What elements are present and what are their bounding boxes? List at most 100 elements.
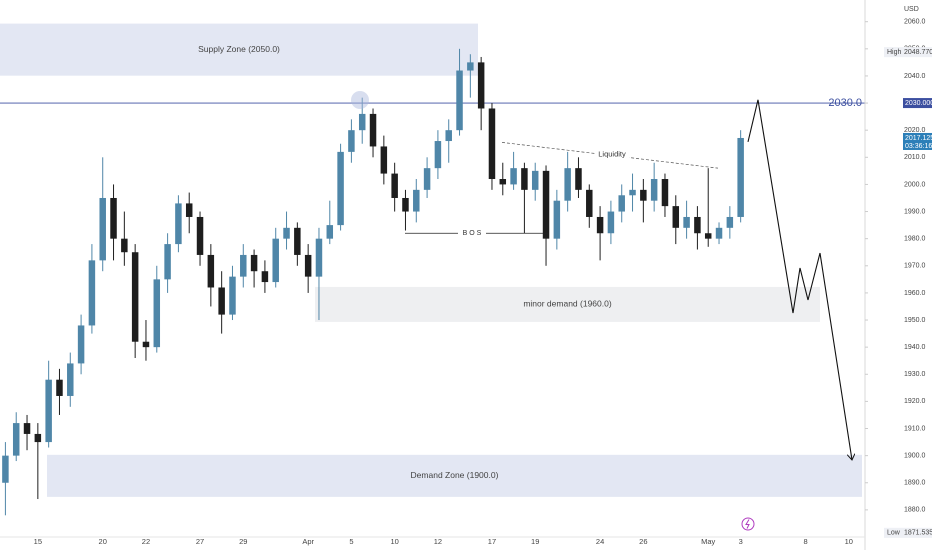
candle-body bbox=[131, 252, 139, 342]
x-tick-label: 29 bbox=[239, 537, 247, 546]
highlight bbox=[351, 91, 369, 109]
candle-body bbox=[110, 197, 117, 239]
candle-body bbox=[337, 151, 344, 226]
label-bg bbox=[595, 149, 629, 159]
candle-body bbox=[531, 170, 539, 190]
axis-tag bbox=[884, 47, 932, 58]
x-tick-label: 22 bbox=[142, 537, 150, 546]
zone-label: Supply Zone (2050.0) bbox=[198, 44, 280, 54]
x-tick-label: 5 bbox=[349, 537, 353, 546]
candle-body bbox=[142, 341, 150, 348]
candle-body bbox=[553, 200, 561, 239]
x-tick-label: 8 bbox=[803, 537, 807, 546]
candle-body bbox=[99, 197, 106, 261]
x-tick-label: 17 bbox=[488, 537, 496, 546]
candle-body bbox=[240, 254, 247, 277]
candle-body bbox=[218, 287, 225, 315]
candle-body bbox=[607, 211, 615, 234]
candle-body bbox=[586, 189, 593, 217]
candle-body bbox=[391, 173, 398, 198]
marker-value: 2048.770 bbox=[904, 49, 932, 56]
candle-body bbox=[23, 423, 31, 434]
candle-body bbox=[304, 254, 312, 277]
candle-body bbox=[488, 108, 496, 179]
candle-body bbox=[456, 70, 463, 131]
x-tick-label: 19 bbox=[531, 537, 539, 546]
candle-body bbox=[164, 244, 171, 280]
candle-body bbox=[499, 179, 507, 185]
candle-body bbox=[315, 238, 323, 277]
candle-body bbox=[683, 216, 690, 228]
x-tick-label: 26 bbox=[639, 537, 647, 546]
candle-body bbox=[575, 168, 582, 190]
candle-body bbox=[694, 216, 701, 234]
bos-label: B O S bbox=[463, 230, 482, 237]
candle-body bbox=[521, 168, 528, 190]
x-tick-label: 20 bbox=[99, 537, 107, 546]
zone bbox=[0, 23, 478, 76]
y-tick-label: 1980.0 bbox=[904, 236, 926, 243]
y-tick-label: 1910.0 bbox=[904, 425, 926, 432]
level-label: 2030.0 bbox=[828, 97, 862, 109]
candle-body bbox=[56, 379, 63, 396]
candle-body bbox=[348, 130, 355, 152]
candle-body bbox=[423, 168, 431, 190]
candle-body bbox=[326, 225, 334, 239]
marker-label: High bbox=[887, 49, 902, 56]
y-tick-label: 1900.0 bbox=[904, 452, 926, 459]
candle-body bbox=[704, 233, 712, 239]
candle-body bbox=[640, 189, 647, 201]
projection bbox=[747, 99, 852, 460]
marker-value: 1871.535 bbox=[904, 530, 932, 537]
marker-label: Low bbox=[887, 530, 901, 537]
candle-body bbox=[283, 227, 290, 239]
candle-body bbox=[207, 254, 215, 288]
y-tick-label: 1930.0 bbox=[904, 371, 926, 378]
candle-body bbox=[34, 433, 42, 443]
y-tick-label: 2040.0 bbox=[904, 73, 926, 80]
price-tag bbox=[903, 132, 932, 150]
candle-body bbox=[380, 146, 388, 174]
axis-tag-label: 2030.000 bbox=[905, 100, 932, 107]
zone bbox=[47, 454, 862, 497]
candle-body bbox=[196, 216, 204, 255]
y-tick-label: 2010.0 bbox=[904, 154, 926, 161]
candle-body bbox=[596, 216, 604, 234]
candle-body bbox=[629, 189, 636, 196]
candle-body bbox=[434, 141, 442, 169]
candle-body bbox=[661, 179, 669, 207]
x-tick-label: May bbox=[701, 537, 715, 546]
candle-body bbox=[250, 254, 258, 272]
price-tag-label: 2017.125 bbox=[905, 135, 932, 142]
y-tick-label: 2020.0 bbox=[904, 127, 926, 134]
x-tick-label: 27 bbox=[196, 537, 204, 546]
axis-tag bbox=[884, 527, 932, 538]
candle-body bbox=[229, 276, 236, 315]
candle-body bbox=[294, 227, 301, 255]
candle-body bbox=[477, 62, 485, 109]
liquidity-label: Liquidity bbox=[598, 149, 626, 158]
y-tick-label: 1880.0 bbox=[904, 507, 926, 514]
candle-body bbox=[2, 455, 9, 483]
candle-body bbox=[564, 168, 571, 201]
y-tick-label: 1920.0 bbox=[904, 398, 926, 405]
liquidity-line bbox=[501, 142, 719, 169]
currency: USD bbox=[904, 6, 919, 13]
candle-body bbox=[45, 379, 52, 443]
x-tick-label: 10 bbox=[390, 537, 398, 546]
candle-body bbox=[369, 113, 377, 147]
candle-body bbox=[672, 206, 680, 228]
x-tick-label: 3 bbox=[739, 537, 743, 546]
candle-body bbox=[650, 179, 658, 201]
y-tick-label: 1950.0 bbox=[904, 317, 926, 324]
y-tick-label: 1940.0 bbox=[904, 344, 926, 351]
zone-label: minor demand (1960.0) bbox=[523, 299, 612, 309]
candle-body bbox=[737, 137, 744, 217]
candle-body bbox=[88, 260, 96, 326]
candle-body bbox=[510, 168, 517, 185]
candle-body bbox=[445, 130, 452, 142]
zone bbox=[315, 286, 820, 322]
candle-body bbox=[121, 238, 128, 253]
x-tick-label: 12 bbox=[434, 537, 442, 546]
